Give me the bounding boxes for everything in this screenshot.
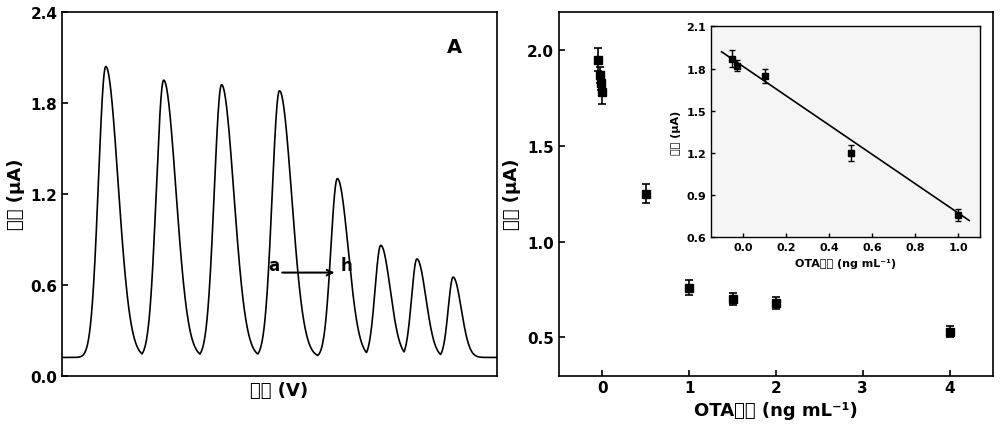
Y-axis label: 电流 (μA): 电流 (μA) [503, 159, 521, 230]
Text: A: A [447, 38, 462, 57]
Y-axis label: 电流 (μA): 电流 (μA) [7, 159, 25, 230]
X-axis label: 电位 (V): 电位 (V) [250, 381, 309, 399]
Text: h: h [341, 256, 353, 274]
X-axis label: OTA浓度 (ng mL⁻¹): OTA浓度 (ng mL⁻¹) [694, 401, 858, 419]
Text: a: a [269, 256, 280, 274]
Text: B: B [961, 27, 976, 46]
